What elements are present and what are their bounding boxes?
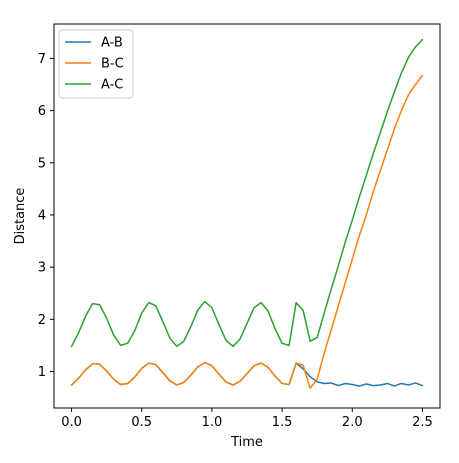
- x-tick-label: 1.5: [272, 415, 293, 430]
- x-tick-label: 1.0: [202, 415, 223, 430]
- x-axis: 0.0 0.5 1.0 1.5 2.0 2.5: [61, 408, 433, 430]
- y-tick-label: 6: [38, 104, 46, 119]
- series-line-a-c: [70, 38, 424, 348]
- x-axis-label: Time: [230, 435, 263, 450]
- legend: A-B B-C A-C: [58, 29, 134, 99]
- x-tick-label: 0.0: [61, 415, 82, 430]
- y-axis-label: Distance: [13, 188, 28, 245]
- x-tick-label: 0.5: [131, 415, 152, 430]
- x-tick-label: 2.0: [342, 415, 363, 430]
- series-line-b-c: [70, 74, 424, 389]
- x-tick-label: 2.5: [412, 415, 433, 430]
- y-tick-label: 7: [38, 52, 46, 67]
- plot-lines: [70, 38, 424, 389]
- y-tick-label: 2: [38, 313, 46, 328]
- y-tick-label: 1: [38, 365, 46, 380]
- legend-label-a-c: A-C: [101, 78, 123, 93]
- y-tick-label: 4: [38, 208, 46, 223]
- y-tick-label: 3: [38, 261, 46, 276]
- legend-box: [58, 29, 134, 99]
- plot-frame: [53, 23, 441, 409]
- y-axis: 1 2 3 4 5 6 7: [38, 52, 54, 380]
- legend-label-b-c: B-C: [101, 57, 124, 72]
- legend-label-a-b: A-B: [101, 36, 123, 51]
- y-tick-label: 5: [38, 156, 46, 171]
